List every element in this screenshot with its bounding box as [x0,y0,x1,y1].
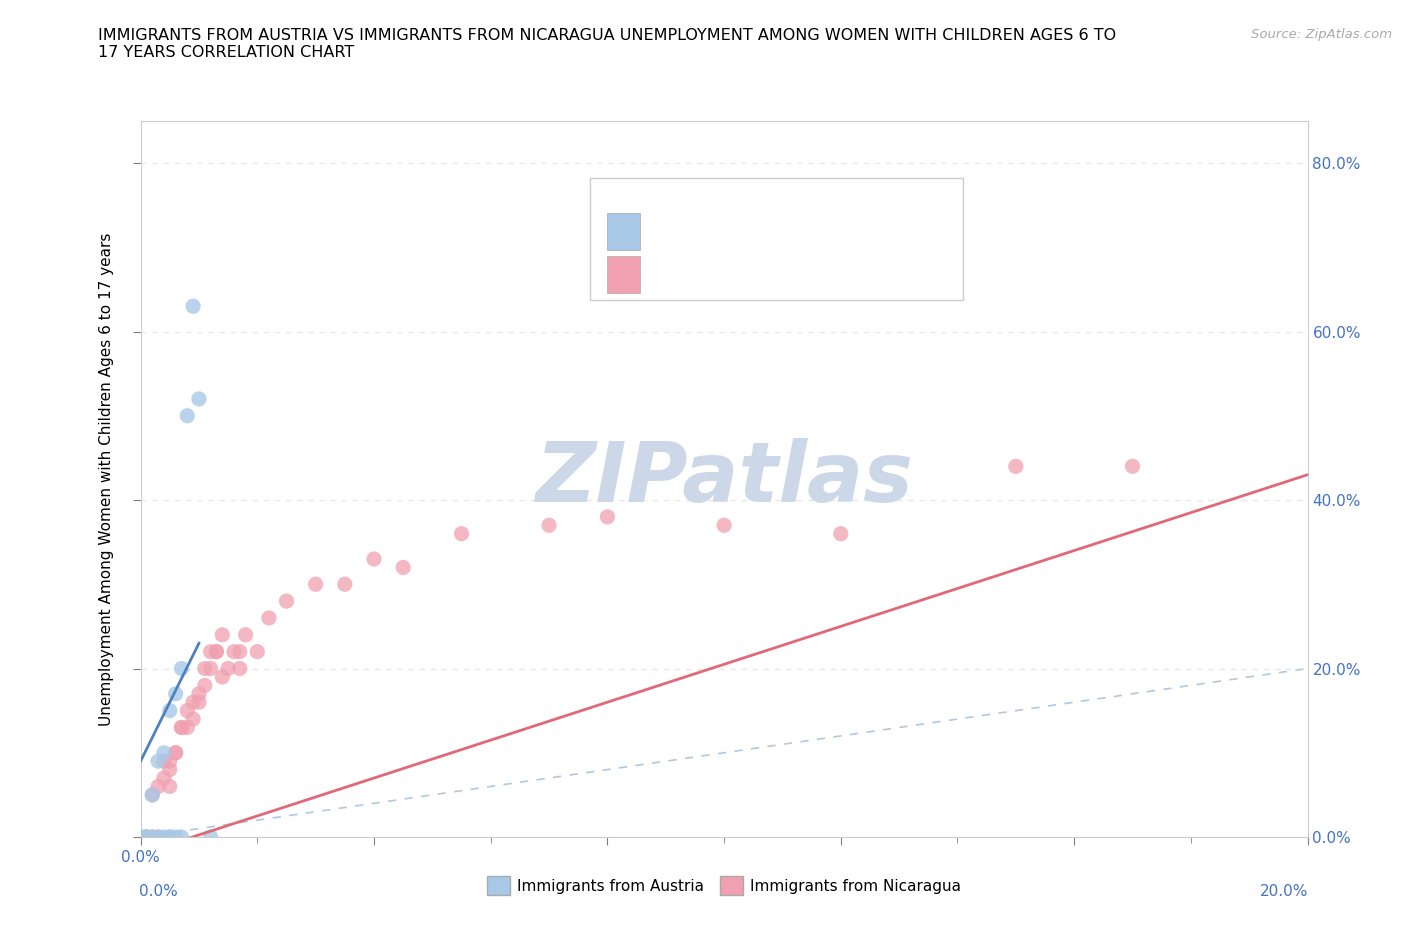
Point [194,678,217,693]
Point [170,661,193,676]
Point [333,577,356,591]
Point [246,644,269,659]
Point [211,628,233,643]
Text: R = 0.129   N = 21: R = 0.129 N = 21 [661,222,831,240]
Point [141,788,163,803]
Point [257,610,280,625]
Point [211,670,233,684]
Point [141,788,163,803]
Legend: Immigrants from Austria, Immigrants from Nicaragua: Immigrants from Austria, Immigrants from… [481,870,967,901]
Point [363,551,385,566]
Point [135,830,157,844]
Point [205,644,228,659]
Point [165,830,187,844]
Point [153,771,176,786]
Point [165,745,187,760]
Text: Source: ZipAtlas.com: Source: ZipAtlas.com [1251,28,1392,41]
Point [159,753,181,768]
Point [129,830,152,844]
Point [159,830,181,844]
Point [159,830,181,844]
Text: 0.0%: 0.0% [139,884,179,898]
Point [200,644,222,659]
Text: R = 0.743   N = 49: R = 0.743 N = 49 [661,265,832,283]
Point [176,408,198,423]
Point [181,711,204,726]
Point [713,518,735,533]
Point [135,830,157,844]
FancyBboxPatch shape [607,256,640,293]
Text: IMMIGRANTS FROM AUSTRIA VS IMMIGRANTS FROM NICARAGUA UNEMPLOYMENT AMONG WOMEN WI: IMMIGRANTS FROM AUSTRIA VS IMMIGRANTS FR… [98,28,1116,60]
Point [159,763,181,777]
Point [165,686,187,701]
Point [146,830,169,844]
FancyBboxPatch shape [591,179,963,300]
Point [1122,458,1144,473]
Point [450,526,472,541]
Point [217,661,239,676]
Point [153,830,176,844]
Point [135,830,157,844]
Point [165,745,187,760]
Point [146,779,169,794]
Point [146,830,169,844]
Point [200,830,222,844]
Point [200,661,222,676]
Point [176,703,198,718]
Point [159,703,181,718]
Point [205,644,228,659]
Point [181,695,204,710]
Point [129,830,152,844]
Point [188,695,211,710]
Point [222,644,245,659]
Text: 20.0%: 20.0% [1260,884,1309,898]
Y-axis label: Unemployment Among Women with Children Ages 6 to 17 years: Unemployment Among Women with Children A… [98,232,114,725]
Point [170,720,193,735]
Point [153,745,176,760]
Point [181,299,204,313]
Point [129,830,152,844]
Point [141,830,163,844]
Point [188,392,211,406]
Point [170,830,193,844]
Point [141,830,163,844]
Point [159,779,181,794]
Point [229,644,252,659]
Point [235,628,257,643]
Point [392,560,415,575]
Point [596,510,619,525]
FancyBboxPatch shape [607,213,640,250]
Point [146,753,169,768]
Point [1005,458,1028,473]
Point [194,661,217,676]
Point [188,686,211,701]
Point [129,830,152,844]
Point [276,593,298,608]
Point [170,720,193,735]
Point [153,753,176,768]
Point [135,830,157,844]
Point [538,518,561,533]
Point [176,720,198,735]
Point [229,661,252,676]
Text: ZIPatlas: ZIPatlas [536,438,912,520]
Point [830,526,852,541]
Point [305,577,328,591]
